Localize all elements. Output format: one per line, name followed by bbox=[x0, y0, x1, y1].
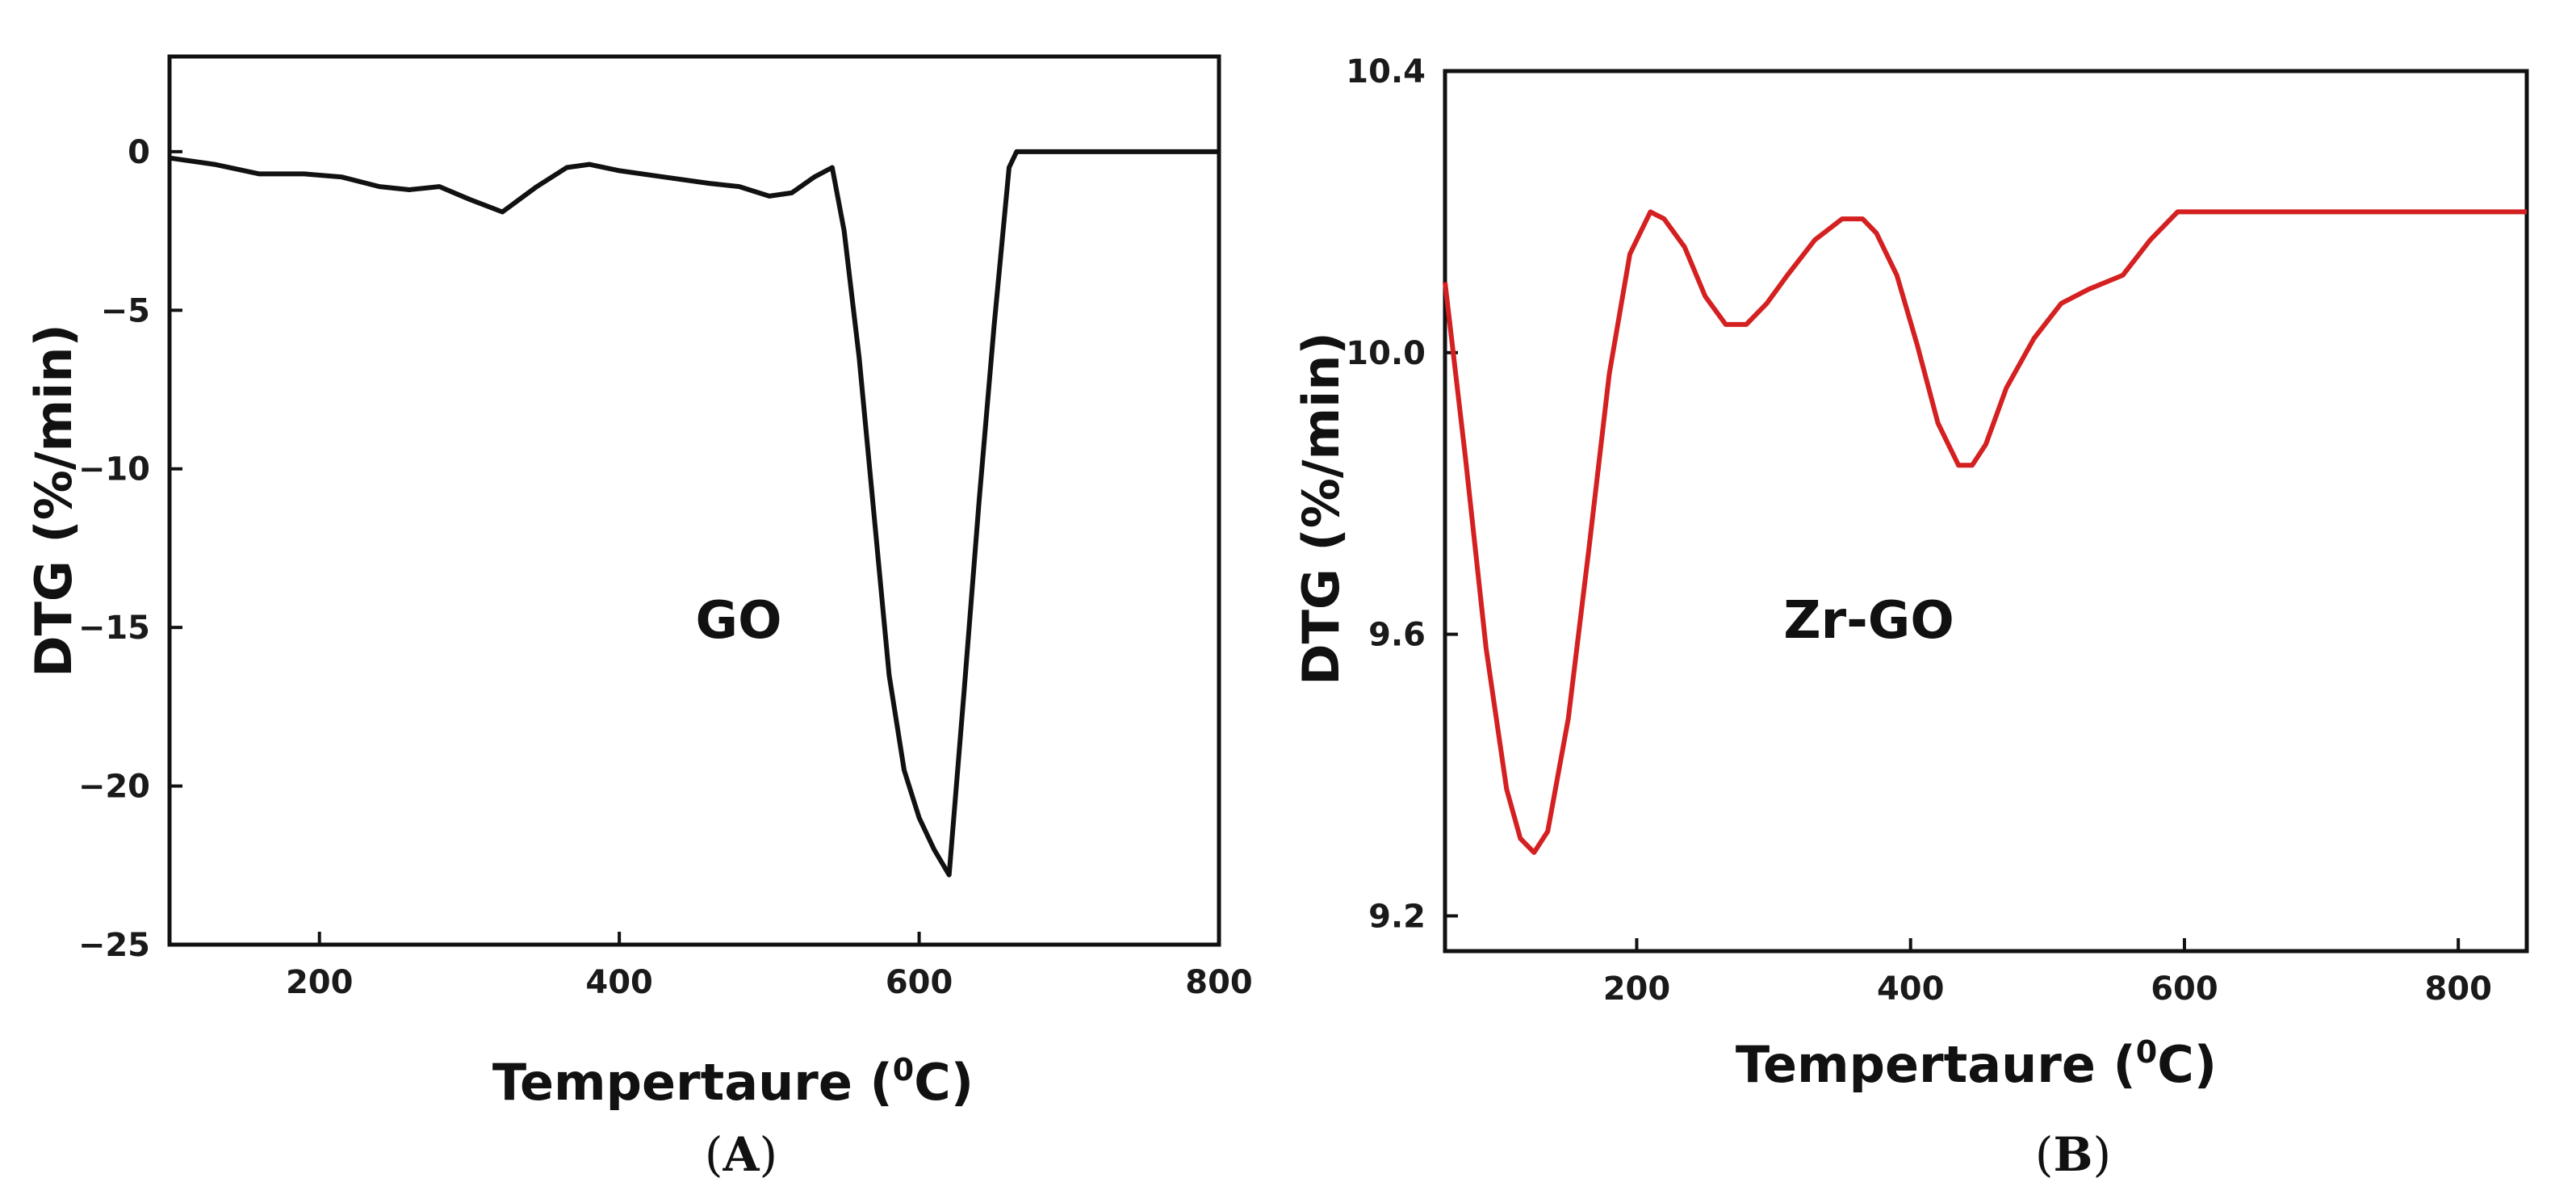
panel-b-series-line-zr-go bbox=[1443, 209, 2527, 855]
panel-a-y-axis-title: DTG (%/min) bbox=[24, 324, 83, 677]
panel-a-y-tick-label-5: −25 bbox=[78, 927, 150, 964]
panel-b-y-tick-label-1: 9.6 bbox=[1368, 617, 1426, 654]
panel-a-ticks: 200 400 600 800 0 −5 −10 −15 −20 −25 bbox=[78, 134, 1253, 1001]
panel-b-y-tick-label-3: 10.4 bbox=[1346, 53, 1426, 90]
panel-a-x-tick-label-3: 800 bbox=[1185, 964, 1253, 1001]
panel-b-y-tick-label-0: 9.2 bbox=[1368, 898, 1426, 935]
panel-b-x-axis-title-superscript: 0 bbox=[2136, 1034, 2157, 1070]
panel-b-caption: (B) bbox=[2035, 1127, 2111, 1182]
panel-b-chart: 200 400 600 800 9.2 9.6 10.0 10.4 Zr-GO DTG (%/… bbox=[1292, 53, 2529, 1182]
panel-a-x-axis-title-main: Tempertaure ( bbox=[492, 1053, 893, 1112]
panel-a-x-tick-label-0: 200 bbox=[286, 964, 354, 1001]
panel-a-chart: 200 400 600 800 0 −5 −10 −15 −20 −25 GO DTG (%/mi… bbox=[24, 54, 1253, 1182]
panel-b-caption-letter: B bbox=[2053, 1127, 2092, 1182]
panel-b-x-tick-label-3: 800 bbox=[2424, 970, 2492, 1008]
panel-a-x-axis-title-superscript: 0 bbox=[893, 1052, 914, 1088]
panel-a-x-axis-title: Tempertaure (0C) bbox=[492, 1052, 974, 1112]
panel-b-annotation-zr-go: Zr-GO bbox=[1783, 591, 1954, 651]
panel-a-plot-frame bbox=[167, 54, 1221, 947]
panel-b-y-tick-label-2: 10.0 bbox=[1346, 335, 1426, 372]
panel-b-ticks: 200 400 600 800 9.2 9.6 10.0 10.4 bbox=[1346, 53, 2492, 1008]
panel-b-y-axis-title: DTG (%/min) bbox=[1292, 332, 1351, 685]
panel-a-y-tick-label-0: 0 bbox=[128, 134, 150, 171]
panel-a-x-tick-label-1: 400 bbox=[585, 964, 653, 1001]
panel-b-x-tick-label-2: 600 bbox=[2151, 970, 2218, 1008]
panel-a-x-axis-title-suffix: C) bbox=[914, 1053, 974, 1112]
panel-a-annotation-go: GO bbox=[696, 591, 782, 651]
panel-b-x-axis-title: Tempertaure (0C) bbox=[1736, 1034, 2217, 1094]
panel-a-y-tick-label-3: −15 bbox=[78, 610, 150, 647]
panel-a-series-line-go bbox=[169, 149, 1219, 878]
panel-a-y-tick-label-4: −20 bbox=[78, 769, 150, 806]
panel-a-y-tick-label-2: −10 bbox=[78, 451, 150, 488]
panel-b-plot-frame bbox=[1443, 69, 2529, 954]
panel-b-x-axis-title-main: Tempertaure ( bbox=[1736, 1035, 2136, 1094]
panel-a-caption: (A) bbox=[705, 1127, 777, 1182]
panel-a-caption-letter: A bbox=[722, 1127, 760, 1182]
panel-b-x-tick-label-0: 200 bbox=[1603, 970, 1671, 1008]
panel-a-x-tick-label-2: 600 bbox=[886, 964, 953, 1001]
panel-b-x-tick-label-1: 400 bbox=[1877, 970, 1945, 1008]
panel-a-y-tick-label-1: −5 bbox=[101, 292, 150, 329]
panel-b-x-axis-title-suffix: C) bbox=[2157, 1035, 2217, 1094]
